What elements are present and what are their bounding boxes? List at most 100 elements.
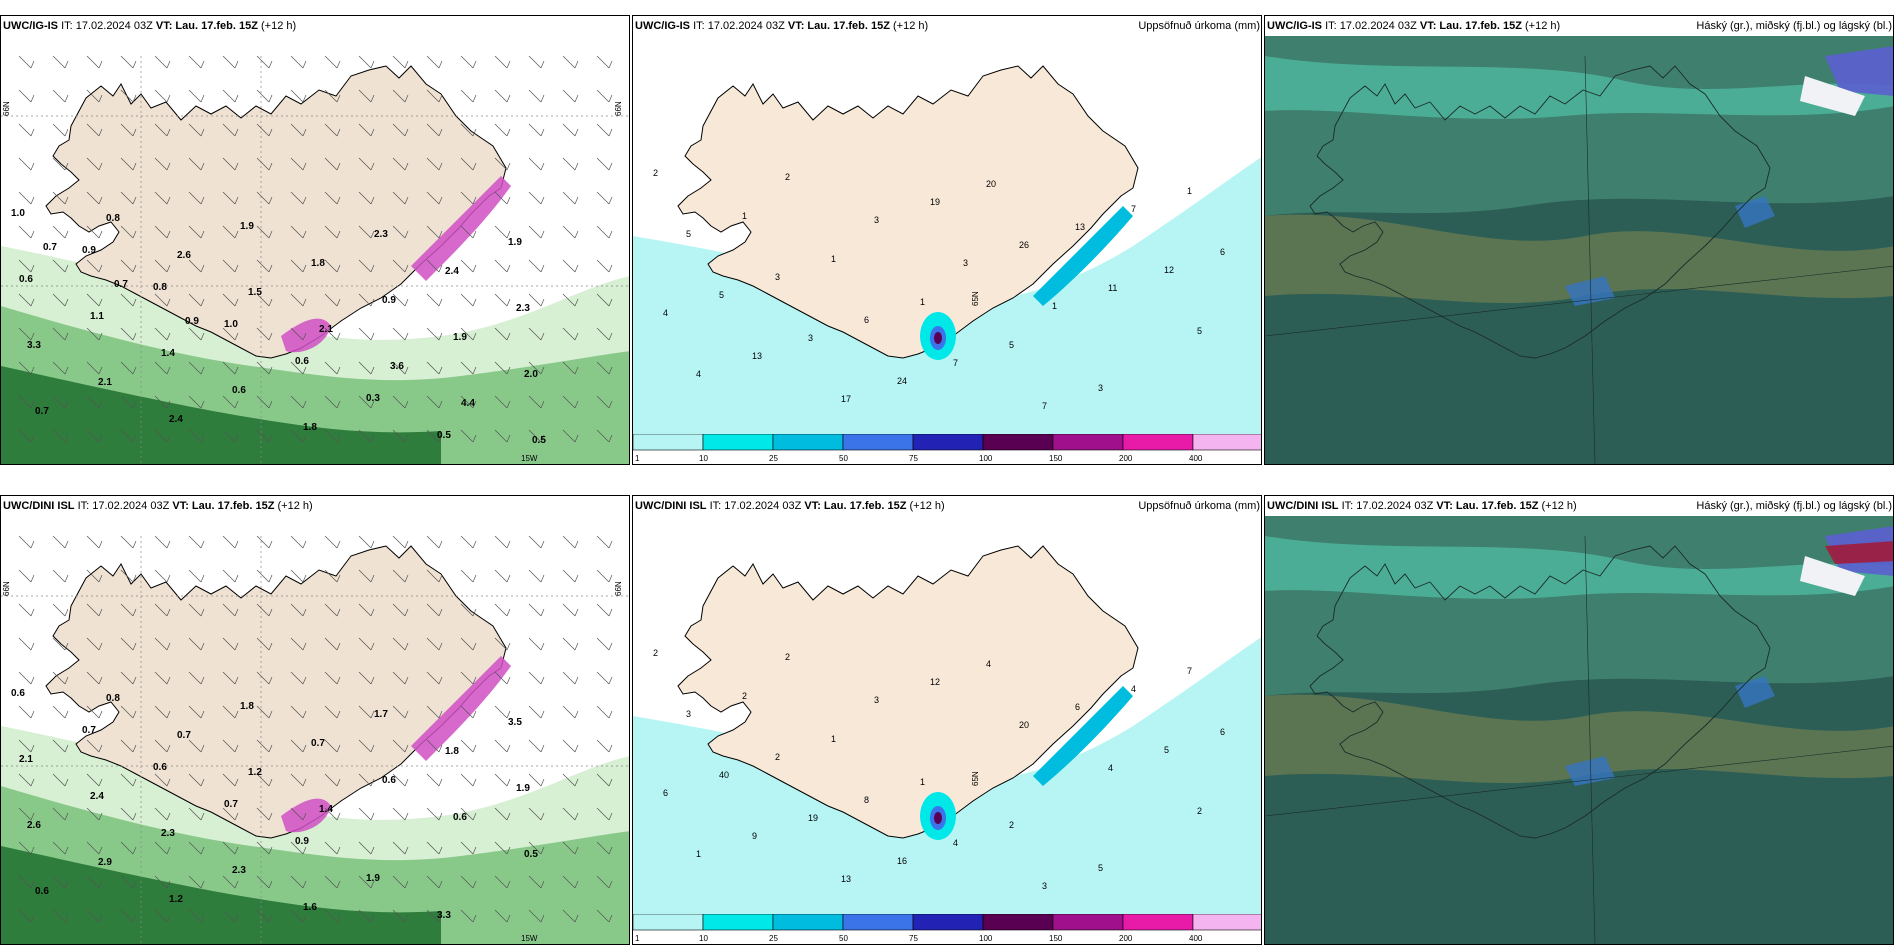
precip-value-label: 7 bbox=[953, 358, 958, 368]
wind-barb-shaft bbox=[222, 603, 236, 617]
wind-barb-flag bbox=[574, 298, 579, 307]
longitude-label: 15W bbox=[521, 934, 538, 943]
wind-barb-flag bbox=[370, 332, 375, 341]
precip-value-label: 1.9 bbox=[516, 783, 530, 794]
precip-value-label: 2 bbox=[1197, 806, 1202, 816]
wind-barb-flag bbox=[336, 128, 341, 137]
wind-barb-flag bbox=[166, 880, 171, 889]
wind-barb-flag bbox=[268, 128, 273, 137]
high-cloud-area bbox=[1825, 541, 1893, 564]
colorbar-segment bbox=[772, 434, 844, 451]
wind-barb-flag bbox=[574, 434, 579, 443]
wind-barb-flag bbox=[574, 846, 579, 855]
wind-barb bbox=[120, 225, 137, 239]
wind-barb-shaft bbox=[188, 225, 202, 239]
wind-barb-flag bbox=[336, 400, 341, 409]
wind-barb bbox=[290, 773, 307, 787]
wind-barb bbox=[86, 875, 103, 889]
wind-barb bbox=[86, 429, 103, 443]
wind-barb-shaft bbox=[494, 739, 508, 753]
wind-barb bbox=[18, 327, 35, 341]
wind-barb-flag bbox=[472, 778, 477, 787]
wind-barb bbox=[562, 875, 579, 889]
latitude-label: 65N bbox=[971, 291, 980, 306]
wind-barb bbox=[392, 841, 409, 855]
wind-barb-flag bbox=[574, 540, 579, 549]
wind-barb-flag bbox=[200, 540, 205, 549]
wind-barb-flag bbox=[98, 914, 103, 923]
wind-barb bbox=[188, 535, 205, 549]
wind-barb-flag bbox=[302, 880, 307, 889]
wind-barb-shaft bbox=[86, 739, 100, 753]
wind-barb-flag bbox=[98, 676, 103, 685]
wind-barb bbox=[596, 157, 613, 171]
wind-barb bbox=[358, 671, 375, 685]
wind-barb bbox=[86, 705, 103, 719]
wind-barb bbox=[222, 361, 239, 375]
wind-barb-flag bbox=[132, 540, 137, 549]
wind-barb-flag bbox=[64, 778, 69, 787]
wind-barb-shaft bbox=[596, 569, 610, 583]
precip-value-label: 5 bbox=[686, 229, 691, 239]
wind-barb-flag bbox=[268, 710, 273, 719]
wind-barb-shaft bbox=[120, 773, 134, 787]
wind-barb bbox=[256, 705, 273, 719]
wind-barb-shaft bbox=[494, 535, 508, 549]
wind-barb bbox=[460, 739, 477, 753]
precip-value-label: 6 bbox=[663, 788, 668, 798]
wind-barb-flag bbox=[336, 642, 341, 651]
wind-barb-shaft bbox=[426, 395, 440, 409]
wind-barb-shaft bbox=[528, 225, 542, 239]
wind-barb-flag bbox=[98, 778, 103, 787]
wind-barb bbox=[52, 671, 69, 685]
wind-barb-flag bbox=[234, 298, 239, 307]
wind-barb bbox=[256, 739, 273, 753]
wind-barb-flag bbox=[370, 778, 375, 787]
colorbar-tick-label: 75 bbox=[909, 454, 918, 463]
wind-barb-shaft bbox=[528, 807, 542, 821]
wind-barb-flag bbox=[98, 744, 103, 753]
wind-barb bbox=[392, 671, 409, 685]
wind-barb-shaft bbox=[392, 429, 406, 443]
wind-barb bbox=[256, 569, 273, 583]
wind-barb-shaft bbox=[154, 569, 168, 583]
wind-barb-shaft bbox=[120, 875, 134, 889]
wind-barb bbox=[222, 671, 239, 685]
wind-barb bbox=[460, 293, 477, 307]
wind-barb-flag bbox=[64, 196, 69, 205]
wind-barb-shaft bbox=[188, 705, 202, 719]
wind-barb bbox=[528, 535, 545, 549]
wind-barb bbox=[222, 191, 239, 205]
wind-barb-shaft bbox=[154, 157, 168, 171]
precip-value-label: 0.7 bbox=[35, 406, 49, 417]
wind-barb-shaft bbox=[494, 603, 508, 617]
wind-barb-flag bbox=[234, 366, 239, 375]
wind-barb-shaft bbox=[494, 841, 508, 855]
wind-barb bbox=[562, 671, 579, 685]
wind-barb-flag bbox=[268, 880, 273, 889]
precip-value-label: 4 bbox=[663, 308, 668, 318]
precip-value-label: 7 bbox=[1187, 666, 1192, 676]
colorbar-tick-label: 100 bbox=[979, 454, 993, 463]
wind-barb-flag bbox=[540, 744, 545, 753]
wind-barb-shaft bbox=[426, 123, 440, 137]
wind-barb-flag bbox=[200, 710, 205, 719]
wind-barb-flag bbox=[438, 196, 443, 205]
wind-barb-flag bbox=[608, 608, 613, 617]
wind-barb-shaft bbox=[256, 535, 270, 549]
wind-barb bbox=[52, 569, 69, 583]
wind-barb-flag bbox=[472, 128, 477, 137]
wind-barb bbox=[154, 157, 171, 171]
wind-barb-shaft bbox=[52, 395, 66, 409]
precip-value-label: 13 bbox=[841, 874, 851, 884]
wind-barb-flag bbox=[438, 642, 443, 651]
wind-barb-shaft bbox=[256, 327, 270, 341]
wind-barb bbox=[324, 875, 341, 889]
wind-barb bbox=[460, 841, 477, 855]
wind-barb bbox=[52, 89, 69, 103]
wind-barb-flag bbox=[472, 264, 477, 273]
wind-barb-shaft bbox=[528, 191, 542, 205]
wind-barb-flag bbox=[268, 94, 273, 103]
wind-barb-flag bbox=[370, 540, 375, 549]
wind-barb bbox=[460, 191, 477, 205]
